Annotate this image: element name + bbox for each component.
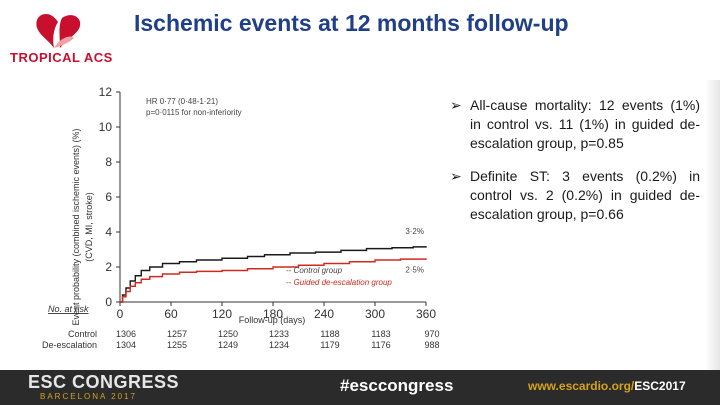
risk-cell: 1188 <box>320 329 339 339</box>
tropical-acs-logo <box>36 14 81 48</box>
y-tick-label: 0 <box>105 295 112 309</box>
y-tick-label: 10 <box>99 120 113 134</box>
y-tick-label: 8 <box>105 155 112 169</box>
y-axis-label-secondary: (CVD, MI, stroke) <box>84 192 94 262</box>
bullet-definite-st: ➢ Definite ST: 3 events (0.2%) in contro… <box>450 167 700 224</box>
bullet-text: Definite ST: 3 events (0.2%) in control … <box>470 168 700 222</box>
hr-annotation: HR 0·77 (0·48-1·21) <box>146 97 218 106</box>
x-tick-label: 240 <box>314 307 334 321</box>
arrow-bullet-icon: ➢ <box>450 97 462 113</box>
km-chart: Event probability (combined ischemic eve… <box>42 85 440 350</box>
risk-cell: 1304 <box>116 340 136 350</box>
risk-cell: 1179 <box>320 340 339 350</box>
slide-edge-shadow <box>705 80 720 370</box>
y-tick-label: 2 <box>105 260 112 274</box>
risk-cell: 988 <box>424 340 439 350</box>
risk-cell: 1257 <box>167 329 187 339</box>
bullet-text: All-cause mortality: 12 events (1%) in c… <box>470 97 700 151</box>
risk-cell: 1306 <box>116 329 136 339</box>
bullet-mortality: ➢ All-cause mortality: 12 events (1%) in… <box>450 96 700 153</box>
series-line-deescalation <box>120 258 427 303</box>
x-tick-label: 300 <box>365 307 385 321</box>
risk-cell: 1249 <box>218 340 238 350</box>
p-value-annotation: p=0·0115 for non-inferiority <box>146 108 242 117</box>
risk-cell: 1233 <box>269 329 289 339</box>
x-tick-label: 120 <box>212 307 232 321</box>
risk-cell: 1255 <box>167 340 187 350</box>
footer-banner: ESC CONGRESS BARCELONA 2017 #esccongress… <box>0 370 720 405</box>
arrow-bullet-icon: ➢ <box>450 168 462 184</box>
y-tick-label: 12 <box>99 85 113 99</box>
slide-title: Ischemic events at 12 months follow-up <box>134 10 569 36</box>
footer-url-prefix: www.escardio.org/ <box>528 379 635 393</box>
legend-control: -- Control group <box>286 266 343 275</box>
y-tick-label: 6 <box>105 190 112 204</box>
y-axis-label: Event probability (combined ischemic eve… <box>71 128 81 325</box>
y-tick-label: 4 <box>105 225 112 239</box>
x-tick-label: 360 <box>416 307 436 321</box>
series-end-label: 3·2% <box>405 227 424 236</box>
footer-city: BARCELONA 2017 <box>40 392 137 401</box>
risk-row-label: De-escalation <box>42 340 97 350</box>
risk-cell: 1250 <box>218 329 238 339</box>
risk-cell: 970 <box>424 329 439 339</box>
logo-text: TROPICAL ACS <box>10 50 113 65</box>
footer-hashtag: #esccongress <box>340 376 454 395</box>
footer-url-bold: ESC2017 <box>634 379 686 393</box>
risk-cell: 1176 <box>371 340 390 350</box>
bullet-list: ➢ All-cause mortality: 12 events (1%) in… <box>450 96 700 238</box>
footer-congress: ESC CONGRESS <box>28 372 180 392</box>
series-end-label: 2·5% <box>405 265 424 274</box>
x-axis-label: Follow-up (days) <box>239 315 306 325</box>
risk-cell: 1183 <box>371 329 390 339</box>
risk-row-label: Control <box>68 329 97 339</box>
risk-cell: 1234 <box>269 340 289 350</box>
footer-url: www.escardio.org/ESC2017 <box>528 379 686 393</box>
x-tick-label: 180 <box>263 307 283 321</box>
x-tick-label: 60 <box>164 307 178 321</box>
x-tick-label: 0 <box>117 307 124 321</box>
risk-table-title: No. at risk <box>48 304 89 314</box>
series-line-control <box>120 246 427 303</box>
legend-deescalation: -- Guided de-escalation group <box>286 278 392 287</box>
chart-series: 3·2% 2·5% <box>120 227 427 303</box>
